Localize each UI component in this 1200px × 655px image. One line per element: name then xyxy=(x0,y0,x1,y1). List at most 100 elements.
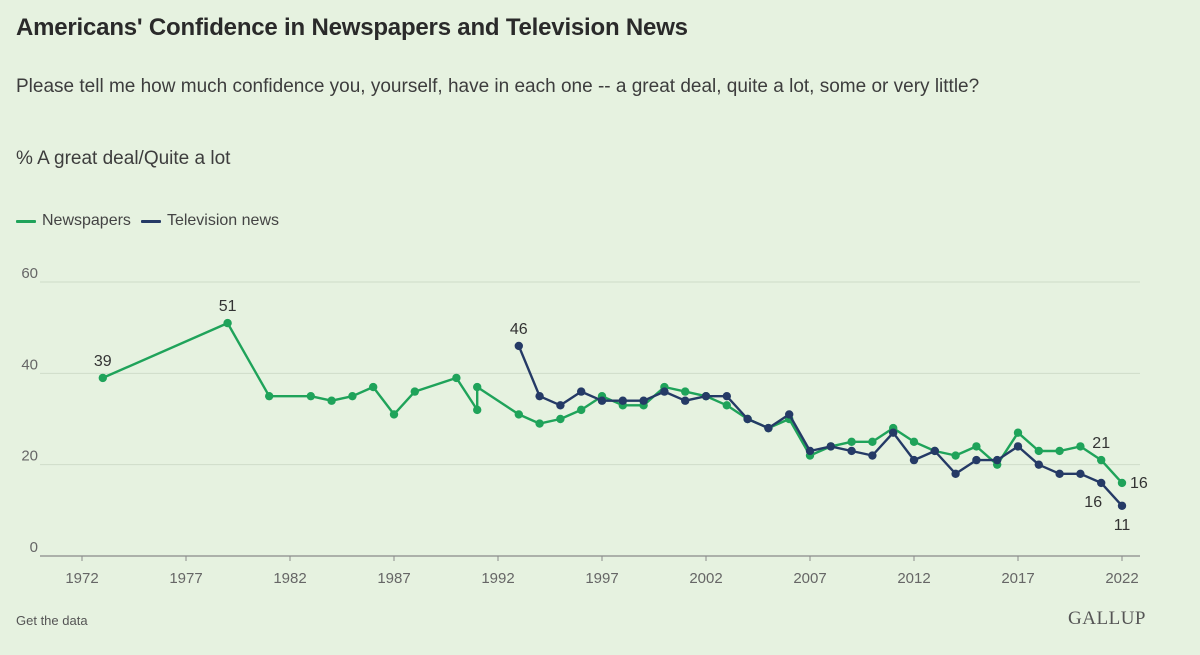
data-point-television-news xyxy=(764,423,773,433)
data-point-television-news xyxy=(826,442,835,451)
legend-item-television-news: Television news xyxy=(140,212,279,230)
data-point-television-news xyxy=(1013,442,1023,451)
y-tick-label: 20 xyxy=(21,448,38,465)
data-label-newspapers: 16 xyxy=(1130,475,1148,492)
data-point-newspapers xyxy=(1076,442,1085,451)
data-point-newspapers xyxy=(556,414,565,424)
data-label-television-news: 11 xyxy=(1114,517,1131,534)
data-point-television-news xyxy=(597,396,607,405)
x-tick-label: 2012 xyxy=(897,570,930,587)
data-point-newspapers xyxy=(535,419,544,428)
data-point-newspapers xyxy=(577,405,586,415)
x-tick-label: 2022 xyxy=(1105,570,1138,587)
data-point-newspapers xyxy=(98,373,108,383)
x-tick-label: 2017 xyxy=(1001,570,1034,587)
y-tick-label: 60 xyxy=(21,265,38,282)
data-point-television-news xyxy=(722,391,731,401)
data-point-newspapers xyxy=(410,387,419,396)
data-point-television-news xyxy=(660,387,669,396)
data-point-television-news xyxy=(556,401,565,410)
data-point-television-news xyxy=(972,455,981,465)
data-point-newspapers xyxy=(1117,478,1127,488)
data-point-newspapers xyxy=(369,382,378,392)
legend-label-newspapers: Newspapers xyxy=(42,212,131,229)
data-point-newspapers xyxy=(847,437,856,447)
axis-layer: 0 20 40 60 1972 1977 1982 1987 1992 1997 2002 2007 2… xyxy=(21,265,1138,587)
x-tick-label: 2007 xyxy=(793,570,826,587)
data-point-newspapers xyxy=(389,410,399,419)
label-layer: 39 51 46 21 16 16 11 xyxy=(94,298,1148,534)
data-point-newspapers xyxy=(972,442,981,451)
series-layer xyxy=(98,318,1127,510)
x-tick-label: 1992 xyxy=(481,570,514,587)
chart-title: Americans' Confidence in Newspapers and … xyxy=(16,14,688,41)
data-point-television-news xyxy=(847,446,856,456)
x-tick-label: 1977 xyxy=(169,570,202,587)
data-point-television-news xyxy=(681,396,690,405)
data-label-television-news: 16 xyxy=(1084,494,1102,511)
data-point-television-news xyxy=(909,455,919,465)
data-point-television-news xyxy=(785,410,794,419)
data-point-newspapers xyxy=(473,382,482,392)
x-tick-label: 1972 xyxy=(65,570,98,587)
data-point-newspapers xyxy=(868,437,877,447)
legend-swatch-television-news xyxy=(140,219,161,223)
data-point-newspapers xyxy=(681,387,690,396)
data-point-television-news xyxy=(618,396,627,405)
data-point-newspapers xyxy=(473,405,482,415)
data-point-newspapers xyxy=(265,391,274,401)
legend-swatch-newspapers xyxy=(16,219,36,223)
grid-layer xyxy=(40,281,1140,557)
data-point-newspapers xyxy=(1013,428,1023,437)
gallup-logo: GALLUP xyxy=(1068,608,1146,629)
data-point-television-news xyxy=(639,396,648,405)
data-point-newspapers xyxy=(1055,446,1064,456)
get-the-data-link[interactable]: Get the data xyxy=(16,613,88,628)
data-point-television-news xyxy=(535,391,544,401)
chart-legend: Newspapers Television news xyxy=(16,212,289,230)
data-point-television-news xyxy=(743,414,752,424)
data-point-newspapers xyxy=(452,373,461,383)
data-point-newspapers xyxy=(1097,455,1106,465)
legend-label-television-news: Television news xyxy=(166,212,279,229)
data-label-newspapers: 39 xyxy=(94,353,112,370)
data-point-television-news xyxy=(1076,469,1085,478)
legend-item-newspapers: Newspapers xyxy=(16,212,131,230)
data-point-television-news xyxy=(868,451,877,460)
data-point-television-news xyxy=(577,387,586,396)
data-point-television-news xyxy=(514,341,523,351)
data-point-television-news xyxy=(993,455,1002,465)
chart-measure-label: % A great deal/Quite a lot xyxy=(16,148,231,169)
data-point-newspapers xyxy=(909,437,919,447)
data-point-newspapers xyxy=(722,401,731,410)
data-label-newspapers: 21 xyxy=(1092,435,1110,452)
data-point-television-news xyxy=(701,391,711,401)
data-point-television-news xyxy=(951,469,960,478)
y-tick-label: 0 xyxy=(30,539,38,556)
x-tick-label: 1997 xyxy=(585,570,618,587)
data-label-television-news: 46 xyxy=(510,321,528,338)
series-line-television-news xyxy=(517,344,1124,507)
data-point-television-news xyxy=(930,446,939,456)
data-point-television-news xyxy=(1117,501,1127,510)
data-point-television-news xyxy=(1034,460,1044,469)
x-tick-label: 1982 xyxy=(273,570,306,587)
data-point-newspapers xyxy=(1034,446,1044,456)
data-point-television-news xyxy=(1097,478,1106,488)
data-point-television-news xyxy=(805,446,815,456)
x-tick-label: 1987 xyxy=(377,570,410,587)
data-point-newspapers xyxy=(306,391,315,401)
data-point-newspapers xyxy=(514,410,523,419)
data-point-newspapers xyxy=(223,318,232,328)
series-line-newspapers xyxy=(101,321,1124,485)
data-point-newspapers xyxy=(327,396,336,405)
x-tick-label: 2002 xyxy=(689,570,722,587)
chart-subtitle: Please tell me how much confidence you, … xyxy=(16,76,980,97)
data-point-newspapers xyxy=(951,451,960,460)
data-label-newspapers: 51 xyxy=(219,298,237,315)
data-point-television-news xyxy=(1055,469,1064,478)
y-tick-label: 40 xyxy=(21,356,38,373)
data-point-television-news xyxy=(889,428,898,437)
data-point-newspapers xyxy=(348,391,357,401)
